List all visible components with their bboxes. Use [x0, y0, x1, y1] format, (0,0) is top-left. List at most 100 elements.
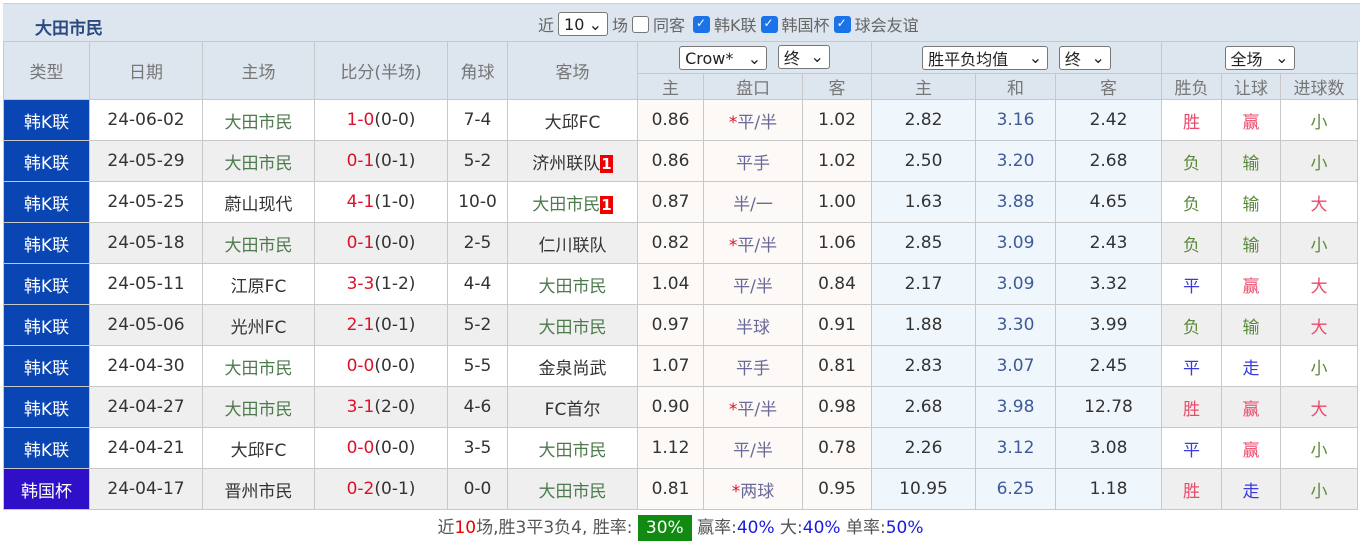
col-score: 比分(半场) [314, 41, 448, 100]
odds-home: 1.07 [637, 345, 704, 387]
avg-away: 1.18 [1055, 468, 1162, 510]
home-team[interactable]: 大田市民 [202, 99, 315, 141]
home-team[interactable]: 蔚山现代 [202, 181, 315, 223]
chevron-down-icon: ⌄ [810, 47, 824, 67]
match-date-text: 24-05-11 [107, 274, 185, 294]
filter-label: 韩K联 [714, 16, 757, 35]
full-time-score: 3-3 [346, 274, 375, 294]
half-time-score: (0-0) [374, 438, 416, 458]
home-team-name: 大田市民 [224, 399, 293, 420]
match-row[interactable]: 韩K联 24-05-11 江原FC 3-3(1-2) 4-4 大田市民 1.04 平/半 0.8… [3, 263, 1358, 305]
col-odds-away: 客 [802, 73, 872, 100]
match-date: 24-05-18 [89, 222, 203, 264]
away-team[interactable]: 济州联队1 [507, 140, 638, 182]
away-team[interactable]: 大田市民 [507, 304, 638, 346]
recent-count-value: 10 [564, 14, 585, 34]
away-team-name: 大田市民 [538, 276, 607, 297]
avg-away-value: 1.18 [1089, 479, 1128, 499]
home-team-name: 光州FC [230, 317, 287, 338]
hcap-win-rate: 40% [736, 518, 775, 538]
handicap-result-value: 赢 [1242, 276, 1260, 297]
away-team[interactable]: FC首尔 [507, 386, 638, 428]
recent-count-select[interactable]: 10 ⌄ [558, 12, 609, 36]
score[interactable]: 2-1(0-1) [314, 304, 448, 346]
match-row[interactable]: 韩K联 24-06-02 大田市民 1-0(0-0) 7-4 大邱FC 0.86 *平/半 1.… [3, 99, 1358, 141]
odds-away-value: 1.00 [818, 192, 856, 212]
away-team[interactable]: 仁川联队 [507, 222, 638, 264]
match-row[interactable]: 韩K联 24-05-18 大田市民 0-1(0-0) 2-5 仁川联队 0.82 *平/半 1.… [3, 222, 1358, 264]
score[interactable]: 1-0(0-0) [314, 99, 448, 141]
match-row[interactable]: 韩K联 24-04-27 大田市民 3-1(2-0) 4-6 FC首尔 0.90 *平/半 0.… [3, 386, 1358, 428]
home-team[interactable]: 大田市民 [202, 386, 315, 428]
match-row[interactable]: 韩K联 24-05-06 光州FC 2-1(0-1) 5-2 大田市民 0.97 半球 0.91… [3, 304, 1358, 346]
avg-draw: 3.09 [975, 222, 1056, 264]
filter-kleague-checkbox[interactable] [693, 15, 711, 33]
away-team[interactable]: 大田市民 [507, 427, 638, 469]
score[interactable]: 0-1(0-1) [314, 140, 448, 182]
home-team[interactable]: 光州FC [202, 304, 315, 346]
result-value: 负 [1183, 235, 1200, 256]
home-team[interactable]: 大田市民 [202, 222, 315, 264]
away-team[interactable]: 金泉尚武 [507, 345, 638, 387]
score[interactable]: 0-0(0-0) [314, 427, 448, 469]
half-time-score: (0-1) [374, 151, 416, 171]
odds-home-value: 1.04 [651, 274, 690, 294]
avg-away: 3.32 [1055, 263, 1162, 305]
home-team[interactable]: 晋州市民 [202, 468, 315, 510]
score[interactable]: 4-1(1-0) [314, 181, 448, 223]
match-date: 24-05-11 [89, 263, 203, 305]
score[interactable]: 0-1(0-0) [314, 222, 448, 264]
match-type-label: 韩国杯 [21, 481, 72, 502]
avg-draw: 3.07 [975, 345, 1056, 387]
match-row[interactable]: 韩K联 24-05-29 大田市民 0-1(0-1) 5-2 济州联队1 0.86 平手 1.0… [3, 140, 1358, 182]
away-team[interactable]: 大田市民 [507, 468, 638, 510]
filter-same-away-checkbox[interactable] [632, 15, 650, 33]
col-corner: 角球 [447, 41, 508, 100]
odds-time-select[interactable]: 终 ⌄ [777, 44, 830, 69]
avg-away-value: 12.78 [1084, 397, 1133, 417]
match-row[interactable]: 韩K联 24-05-25 蔚山现代 4-1(1-0) 10-0 大田市民1 0.87 半/一 1… [3, 181, 1358, 223]
half-time-score: (0-0) [374, 233, 416, 253]
match-row[interactable]: 韩国杯 24-04-17 晋州市民 0-2(0-1) 0-0 大田市民 0.81 *两球 0.9… [3, 468, 1358, 510]
home-team[interactable]: 大田市民 [202, 345, 315, 387]
score[interactable]: 0-2(0-1) [314, 468, 448, 510]
match-row[interactable]: 韩K联 24-04-30 大田市民 0-0(0-0) 5-5 金泉尚武 1.07 平手 0.81… [3, 345, 1358, 387]
away-team[interactable]: 大田市民1 [507, 181, 638, 223]
match-type: 韩K联 [3, 222, 90, 264]
col-hcap-result: 让球 [1221, 73, 1281, 100]
company-select[interactable]: Crow* ⌄ [679, 46, 768, 71]
corner-count: 4-4 [463, 274, 492, 294]
score[interactable]: 3-1(2-0) [314, 386, 448, 428]
match-row[interactable]: 韩K联 24-04-21 大邱FC 0-0(0-0) 3-5 大田市民 1.12 平/半 0.7… [3, 427, 1358, 469]
home-team[interactable]: 大田市民 [202, 140, 315, 182]
away-team[interactable]: 大邱FC [507, 99, 638, 141]
score[interactable]: 0-0(0-0) [314, 345, 448, 387]
handicap-result-value: 输 [1242, 235, 1260, 256]
odds-home: 0.86 [637, 99, 704, 141]
score[interactable]: 3-3(1-2) [314, 263, 448, 305]
odds-away: 1.02 [802, 140, 872, 182]
result-value: 平 [1183, 440, 1200, 461]
over-under-value: 小 [1310, 481, 1328, 502]
home-team[interactable]: 大邱FC [202, 427, 315, 469]
odds-away: 1.02 [802, 99, 872, 141]
handicap: *平/半 [703, 222, 803, 264]
result: 平 [1161, 427, 1222, 469]
avg-home-value: 2.83 [904, 356, 943, 376]
avg-time-select[interactable]: 终 ⌄ [1058, 45, 1111, 70]
handicap-value: 半/一 [733, 194, 773, 215]
odds-home: 0.90 [637, 386, 704, 428]
match-type: 韩K联 [3, 427, 90, 469]
team-title: 大田市民 [35, 19, 103, 39]
filter-korea-cup-checkbox[interactable] [760, 15, 778, 33]
match-date: 24-04-30 [89, 345, 203, 387]
avg-select[interactable]: 胜平负均值 ⌄ [922, 45, 1049, 70]
period-select[interactable]: 全场 ⌄ [1224, 45, 1295, 70]
handicap-value: 平手 [736, 358, 770, 379]
col-result: 胜负 [1161, 73, 1222, 100]
home-team[interactable]: 江原FC [202, 263, 315, 305]
home-team-name: 大田市民 [224, 235, 293, 256]
match-type-label: 韩K联 [23, 358, 70, 379]
away-team[interactable]: 大田市民 [507, 263, 638, 305]
filter-friendly-checkbox[interactable] [833, 15, 851, 33]
